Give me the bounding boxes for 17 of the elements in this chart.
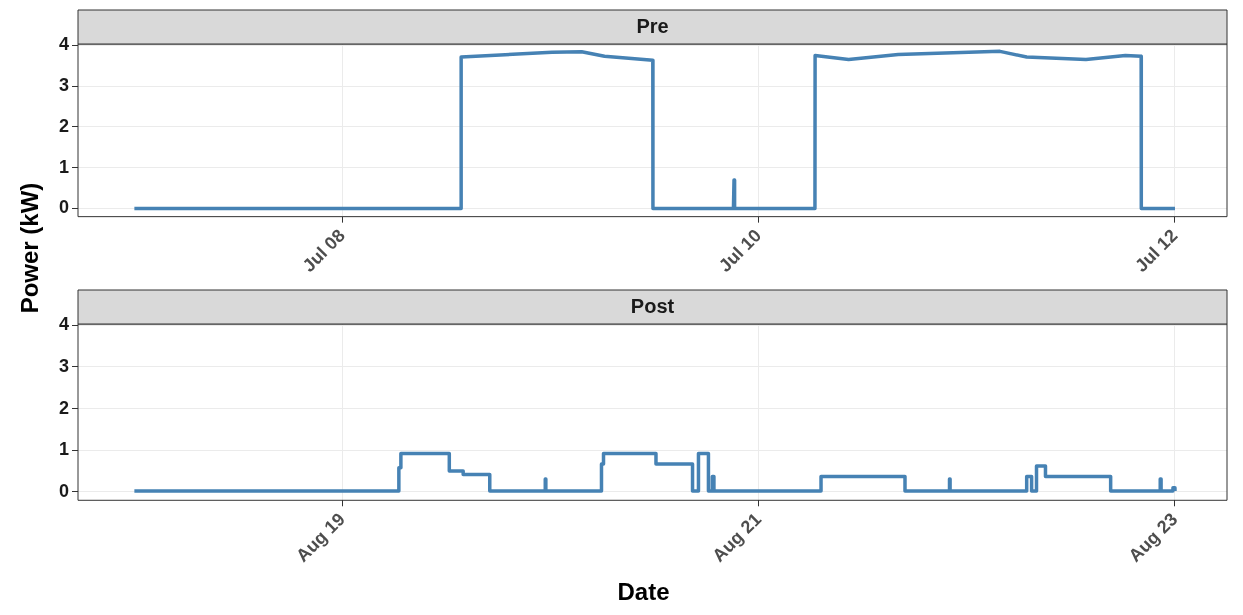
- y-tick-label: 2: [59, 115, 70, 136]
- x-axis-title: Date: [616, 578, 671, 606]
- y-tick-label: 1: [59, 439, 70, 460]
- x-tick-label: Jul 12: [1131, 225, 1182, 276]
- y-tick-label: 2: [59, 397, 70, 418]
- y-tick-label: 1: [59, 156, 70, 177]
- y-tick-label: 0: [59, 197, 70, 218]
- chart-title: Pre: [636, 14, 669, 37]
- y-tick-label: 4: [59, 314, 70, 335]
- y-tick-label: 4: [59, 34, 70, 55]
- chart-title: Post: [630, 294, 675, 317]
- x-tick-label: Jul 10: [714, 225, 766, 276]
- y-tick-label: 3: [59, 75, 70, 96]
- y-tick-label: 0: [59, 480, 70, 501]
- y-tick-label: 3: [59, 355, 70, 376]
- x-tick-label: Jul 08: [298, 225, 349, 276]
- y-axis-title: Power (kW): [16, 182, 44, 314]
